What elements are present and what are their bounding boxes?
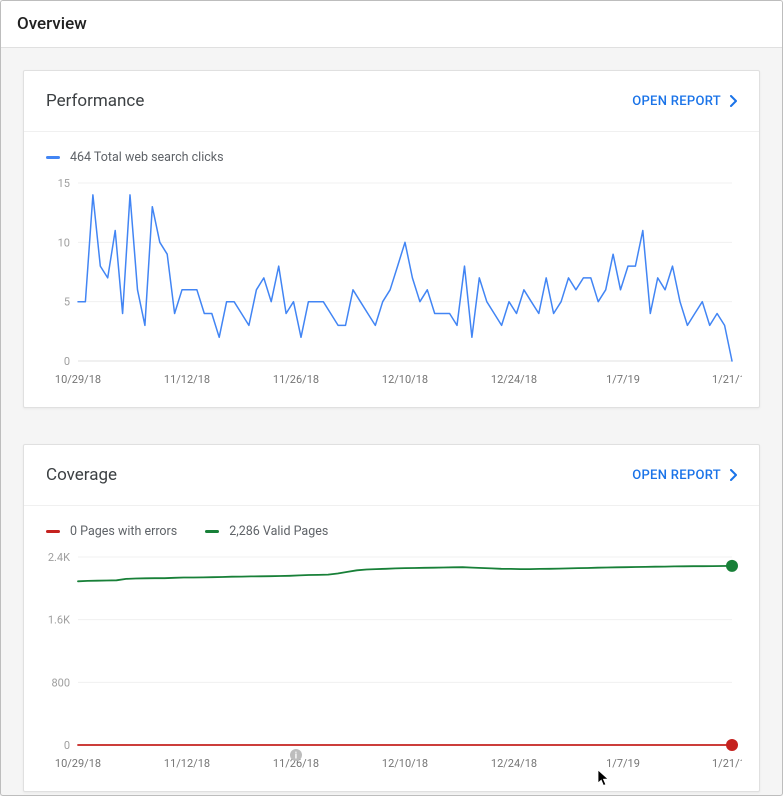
performance-chart: 0 5 10 15 10/29/18 11/12/18 11/26/18 12/10/18 12… bbox=[46, 175, 742, 391]
svg-text:1/21/19: 1/21/19 bbox=[712, 757, 742, 770]
open-report-label: OPEN REPORT bbox=[632, 468, 721, 483]
content-area: Performance OPEN REPORT 464 Total web se… bbox=[1, 48, 782, 792]
performance-header: Performance OPEN REPORT bbox=[24, 71, 759, 132]
chevron-right-icon bbox=[729, 469, 737, 481]
svg-text:0: 0 bbox=[64, 355, 70, 368]
performance-legend: 464 Total web search clicks bbox=[24, 132, 759, 171]
performance-legend-label: 464 Total web search clicks bbox=[70, 150, 224, 165]
svg-text:11/12/18: 11/12/18 bbox=[164, 373, 210, 386]
coverage-legend-valid: 2,286 Valid Pages bbox=[205, 524, 328, 539]
svg-text:i: i bbox=[295, 752, 297, 762]
coverage-legend: 0 Pages with errors 2,286 Valid Pages bbox=[24, 506, 759, 545]
performance-chart-wrap: 0 5 10 15 10/29/18 11/12/18 11/26/18 12/10/18 12… bbox=[24, 171, 759, 407]
legend-swatch-clicks bbox=[46, 156, 60, 159]
open-report-label: OPEN REPORT bbox=[632, 94, 721, 109]
svg-text:11/26/18: 11/26/18 bbox=[273, 373, 319, 386]
svg-text:10: 10 bbox=[58, 236, 70, 249]
coverage-chart-wrap: 08001.6K2.4K10/29/1811/12/1811/26/1812/1… bbox=[24, 545, 759, 791]
svg-text:1.6K: 1.6K bbox=[48, 614, 70, 627]
performance-title: Performance bbox=[46, 91, 144, 111]
coverage-legend-valid-label: 2,286 Valid Pages bbox=[229, 524, 328, 539]
coverage-title: Coverage bbox=[46, 465, 117, 485]
performance-legend-item: 464 Total web search clicks bbox=[46, 150, 224, 165]
svg-text:12/10/18: 12/10/18 bbox=[382, 757, 428, 770]
svg-text:2.4K: 2.4K bbox=[48, 551, 70, 564]
svg-text:1/21/19: 1/21/19 bbox=[712, 373, 742, 386]
topbar: Overview bbox=[1, 1, 782, 48]
performance-card: Performance OPEN REPORT 464 Total web se… bbox=[23, 70, 760, 408]
coverage-chart: 08001.6K2.4K10/29/1811/12/1811/26/1812/1… bbox=[46, 549, 742, 775]
legend-swatch-errors bbox=[46, 530, 60, 533]
svg-text:10/29/18: 10/29/18 bbox=[55, 757, 101, 770]
svg-text:12/24/18: 12/24/18 bbox=[491, 757, 537, 770]
coverage-legend-errors: 0 Pages with errors bbox=[46, 524, 177, 539]
svg-text:5: 5 bbox=[64, 296, 70, 309]
chevron-right-icon bbox=[729, 95, 737, 107]
page-title: Overview bbox=[17, 14, 87, 34]
overview-frame: Overview Performance OPEN REPORT 464 Tot… bbox=[0, 0, 783, 796]
svg-text:0: 0 bbox=[64, 739, 70, 752]
svg-text:1/7/19: 1/7/19 bbox=[606, 373, 640, 386]
performance-open-report-button[interactable]: OPEN REPORT bbox=[632, 94, 737, 109]
svg-text:12/24/18: 12/24/18 bbox=[491, 373, 537, 386]
coverage-header: Coverage OPEN REPORT bbox=[24, 445, 759, 506]
coverage-legend-errors-label: 0 Pages with errors bbox=[70, 524, 177, 539]
svg-text:10/29/18: 10/29/18 bbox=[55, 373, 101, 386]
svg-text:12/10/18: 12/10/18 bbox=[382, 373, 428, 386]
svg-text:1/7/19: 1/7/19 bbox=[606, 757, 640, 770]
legend-swatch-valid bbox=[205, 530, 219, 533]
coverage-card: Coverage OPEN REPORT 0 Pages with errors… bbox=[23, 444, 760, 792]
svg-text:11/12/18: 11/12/18 bbox=[164, 757, 210, 770]
svg-text:800: 800 bbox=[51, 676, 70, 689]
coverage-open-report-button[interactable]: OPEN REPORT bbox=[632, 468, 737, 483]
svg-text:15: 15 bbox=[58, 177, 70, 190]
